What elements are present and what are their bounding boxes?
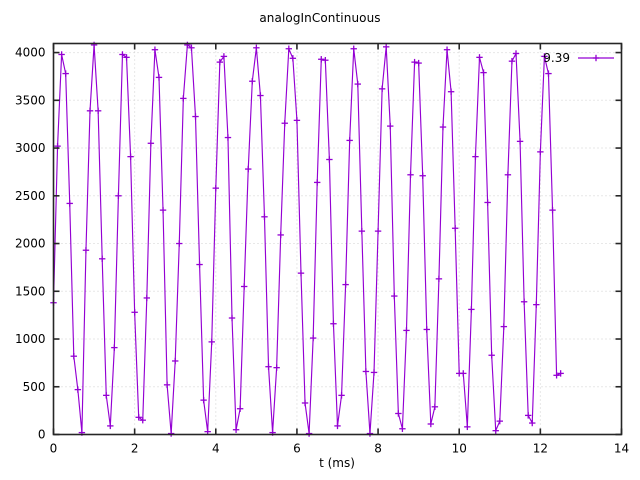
x-tick-label: 8 (374, 442, 382, 456)
x-tick-label: 6 (293, 442, 301, 456)
x-tick-label: 0 (50, 442, 58, 456)
chart-legend[interactable]: 9.39 (543, 51, 614, 65)
series-line[interactable] (52, 44, 562, 435)
axis-ticks (52, 43, 623, 436)
x-axis-title: t (ms) (319, 456, 355, 470)
y-tick-label: 2500 (15, 189, 46, 203)
y-tick-label: 0 (38, 428, 46, 442)
y-tick-label: 4000 (15, 46, 46, 60)
y-tick-label: 1500 (15, 284, 46, 298)
y-tick-label: 3000 (15, 141, 46, 155)
x-tick-label: 12 (533, 442, 548, 456)
y-tick-label: 2000 (15, 237, 46, 251)
y-tick-label: 3500 (15, 93, 46, 107)
series-markers[interactable] (50, 41, 564, 437)
axis-tick-labels: 0 500 1000 1500 2000 2500 3000 3500 4000 0 2 4 6 8 10 1… (15, 46, 629, 456)
legend-label[interactable]: 9.39 (543, 51, 570, 65)
x-tick-label: 10 (452, 442, 467, 456)
y-tick-label: 1000 (15, 332, 46, 346)
grid-layer (53, 43, 622, 435)
series-layer[interactable] (50, 41, 564, 437)
y-tick-label: 500 (23, 380, 46, 394)
x-tick-label: 2 (131, 442, 139, 456)
plot-frame (52, 42, 623, 436)
x-tick-label: 14 (614, 442, 629, 456)
page-title: analogInContinuous (259, 11, 381, 25)
x-tick-label: 4 (212, 442, 220, 456)
